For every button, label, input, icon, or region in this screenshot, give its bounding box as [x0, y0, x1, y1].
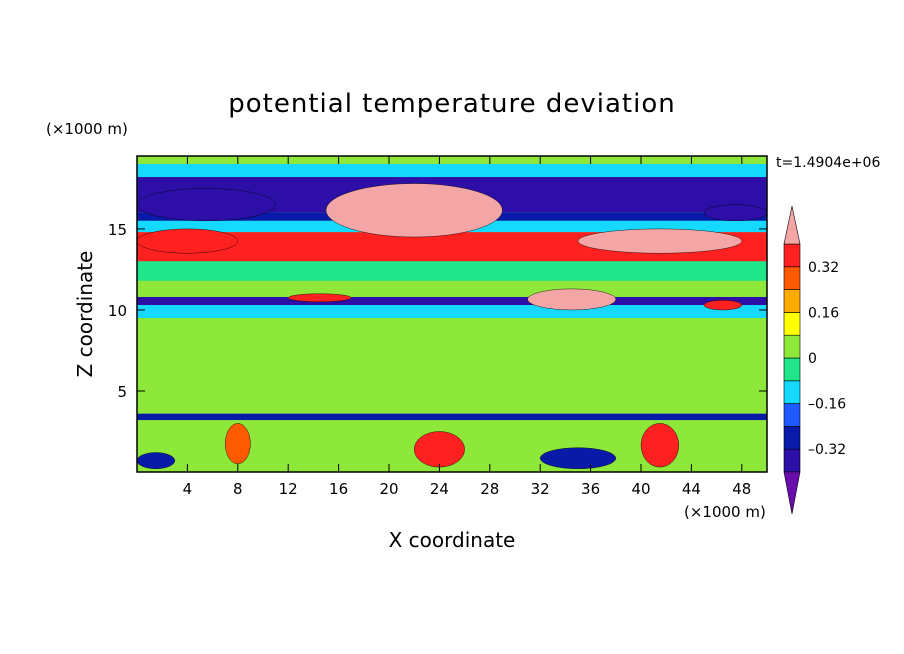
contour-layer-7: [137, 280, 767, 297]
boundary-layer-warm-2: [413, 431, 465, 468]
boundary-layer-cold-1: [540, 447, 617, 469]
x-tick-label: 36: [581, 480, 600, 498]
boundary-layer-warm-3: [640, 423, 679, 468]
colorbar-segment: [783, 403, 801, 427]
x-unit-label: (×1000 m): [684, 503, 766, 521]
x-tick-label: 32: [531, 480, 550, 498]
x-axis-label: X coordinate: [389, 528, 516, 552]
contour-layer-0: [137, 156, 767, 165]
time-label: t=1.4904e+06: [776, 155, 880, 171]
contour-features: [137, 183, 767, 469]
x-tick-label: 20: [379, 480, 398, 498]
colorbar-segment: [783, 289, 801, 313]
colorbar-segment: [783, 266, 801, 290]
x-tick-label: 28: [480, 480, 499, 498]
colorbar-segment: [783, 334, 801, 359]
x-tick-label: 8: [233, 480, 243, 498]
cold-anomaly-upper-right: [703, 204, 767, 222]
x-tick-label: 44: [682, 480, 701, 498]
colorbar-tick-label: –0.32: [808, 442, 846, 458]
colorbar-tick-label: 0.16: [808, 305, 839, 321]
colorbar-segment: [783, 448, 801, 473]
colorbar-top-extension: [783, 205, 801, 245]
colorbar-tick-label: 0.32: [808, 260, 839, 276]
warm-anomaly-upper-right: [577, 228, 743, 254]
colorbar-tick-label: 0: [808, 351, 817, 367]
y-tick-label: 15: [108, 221, 127, 239]
x-tick-label: 24: [430, 480, 449, 498]
contour-layer-11: [137, 413, 767, 421]
warm-anomaly-upper-left: [137, 228, 238, 254]
plot-area: [137, 156, 767, 472]
chart-title: potential temperature deviation: [228, 89, 675, 119]
y-axis: 5 10 15: [108, 221, 767, 401]
warm-anomaly-upper-center: [325, 183, 503, 238]
plot-frame: [136, 155, 768, 473]
colorbar-segment: [783, 426, 801, 450]
x-tick-label: 16: [329, 480, 348, 498]
colorbar-tick-label: –0.16: [808, 397, 846, 413]
colorbar-segment: [783, 380, 801, 404]
colorbar-segment: [783, 243, 801, 268]
warm-patch-mid-center: [527, 288, 617, 311]
x-axis: 4 8 12 16 20 24 28 32 36 40 44 48: [183, 156, 751, 498]
colorbar-bottom-extension: [783, 471, 801, 515]
x-tick-label: 40: [631, 480, 650, 498]
colorbar-segment: [783, 357, 801, 382]
contour-layer-6: [137, 261, 767, 281]
y-tick-label: 10: [108, 302, 127, 320]
x-tick-label: 12: [279, 480, 298, 498]
contour-layer-1: [137, 164, 767, 178]
y-tick-label: 5: [117, 383, 127, 401]
contour-layer-10: [137, 318, 767, 414]
colorbar-segment: [783, 312, 801, 336]
y-axis-label: Z coordinate: [73, 251, 97, 378]
warm-patch-mid-left: [288, 293, 352, 303]
x-tick-label: 4: [183, 480, 193, 498]
boundary-layer-warm-1: [224, 423, 251, 465]
contour-layer-8: [137, 296, 767, 306]
contour-layer-9: [137, 305, 767, 319]
x-tick-label: 48: [732, 480, 751, 498]
cold-anomaly-upper-left: [137, 188, 276, 222]
y-unit-label: (×1000 m): [46, 120, 128, 138]
warm-patch-mid-right: [703, 300, 742, 311]
colorbar: 0.32 0.16 0 –0.16 –0.32: [783, 205, 846, 515]
boundary-layer-cold-2: [137, 452, 175, 469]
